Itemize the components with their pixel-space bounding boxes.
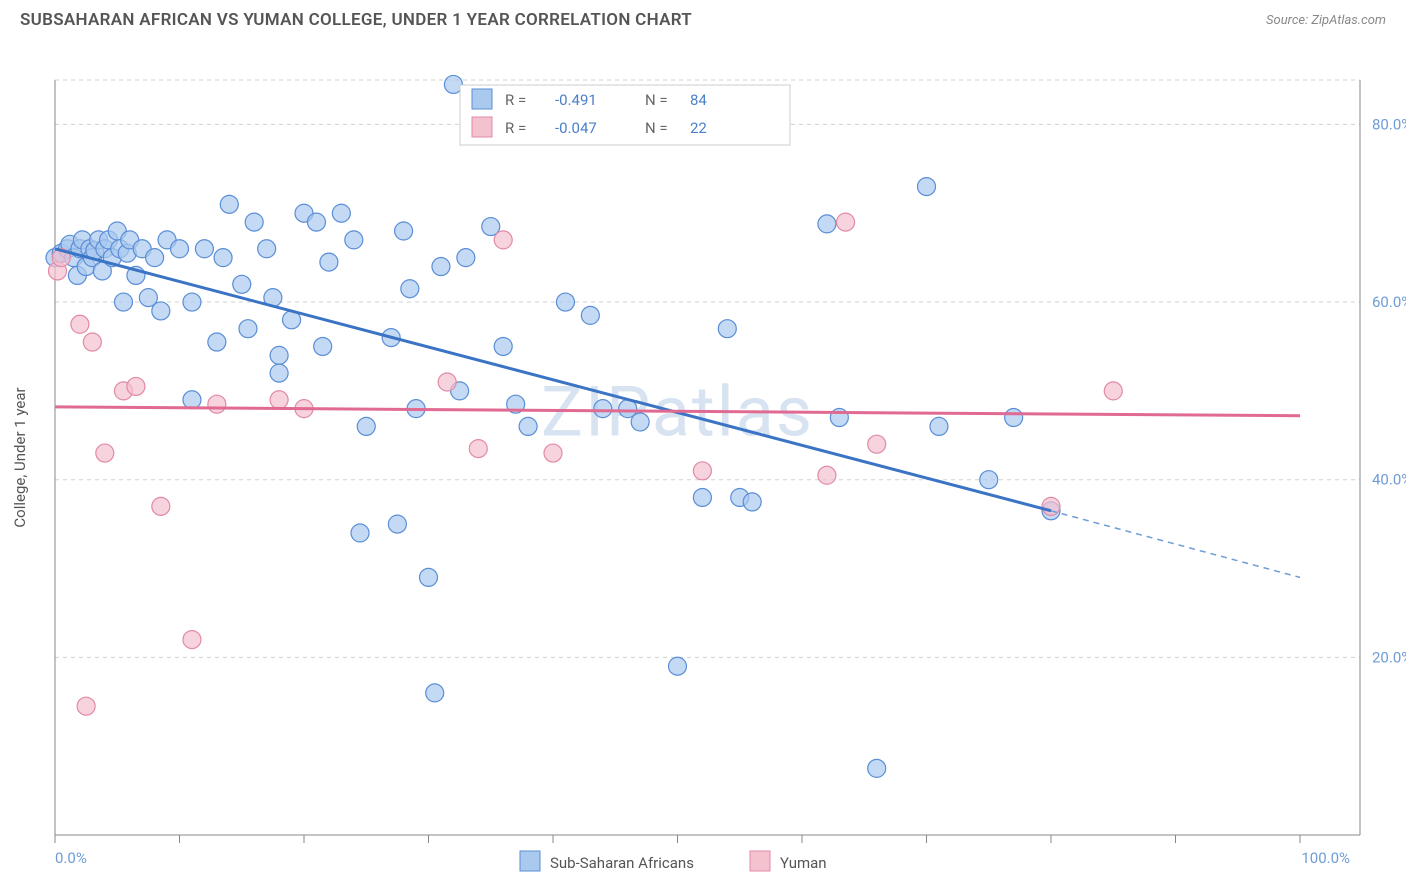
data-point [544, 444, 562, 462]
data-point [494, 231, 512, 249]
data-point [270, 346, 288, 364]
legend-series-label: Yuman [780, 854, 827, 872]
data-point [432, 258, 450, 276]
data-point [837, 213, 855, 231]
data-point [1042, 497, 1060, 515]
legend-swatch [750, 851, 770, 871]
data-point [718, 320, 736, 338]
data-point [631, 413, 649, 431]
chart-area: ZIPatlas0.0%100.0%20.0%40.0%60.0%80.0%Co… [0, 35, 1406, 885]
data-point [127, 377, 145, 395]
legend-r-value: -0.491 [555, 91, 597, 109]
data-point [183, 391, 201, 409]
data-point [594, 400, 612, 418]
data-point [320, 253, 338, 271]
data-point [401, 280, 419, 298]
legend-n-value: 22 [690, 119, 707, 137]
data-point [868, 759, 886, 777]
data-point [220, 195, 238, 213]
data-point [208, 395, 226, 413]
data-point [469, 440, 487, 458]
regression-line [55, 249, 1051, 511]
data-point [818, 215, 836, 233]
data-point [818, 466, 836, 484]
x-tick-label: 100.0% [1301, 849, 1350, 867]
data-point [208, 333, 226, 351]
data-point [743, 493, 761, 511]
data-point [980, 471, 998, 489]
data-point [930, 417, 948, 435]
data-point [420, 568, 438, 586]
data-point [239, 320, 257, 338]
data-point [1005, 409, 1023, 427]
data-point [556, 293, 574, 311]
data-point [183, 631, 201, 649]
legend-swatch [472, 117, 492, 137]
data-point [693, 462, 711, 480]
legend-r-label: R = [505, 119, 526, 137]
chart-header: SUBSAHARAN AFRICAN VS YUMAN COLLEGE, UND… [0, 0, 1406, 35]
data-point [918, 178, 936, 196]
data-point [494, 337, 512, 355]
data-point [693, 488, 711, 506]
y-axis-label: College, Under 1 year [11, 387, 29, 527]
data-point [270, 391, 288, 409]
data-point [171, 240, 189, 258]
data-point [77, 697, 95, 715]
data-point [152, 497, 170, 515]
y-tick-label: 40.0% [1372, 471, 1406, 489]
data-point [96, 444, 114, 462]
y-tick-label: 80.0% [1372, 115, 1406, 133]
data-point [245, 213, 263, 231]
data-point [581, 306, 599, 324]
data-point [270, 364, 288, 382]
data-point [314, 337, 332, 355]
data-point [71, 315, 89, 333]
legend-r-label: R = [505, 91, 526, 109]
data-point [438, 373, 456, 391]
data-point [388, 515, 406, 533]
data-point [395, 222, 413, 240]
data-point [357, 417, 375, 435]
legend-swatch [520, 851, 540, 871]
data-point [426, 684, 444, 702]
data-point [114, 293, 132, 311]
data-point [1104, 382, 1122, 400]
legend-n-label: N = [645, 119, 668, 137]
data-point [152, 302, 170, 320]
data-point [519, 417, 537, 435]
data-point [345, 231, 363, 249]
data-point [332, 204, 350, 222]
data-point [214, 249, 232, 267]
legend-r-value: -0.047 [555, 119, 597, 137]
legend-n-label: N = [645, 91, 668, 109]
data-point [146, 249, 164, 267]
y-tick-label: 60.0% [1372, 293, 1406, 311]
data-point [233, 275, 251, 293]
data-point [457, 249, 475, 267]
data-point [868, 435, 886, 453]
chart-title: SUBSAHARAN AFRICAN VS YUMAN COLLEGE, UND… [20, 10, 692, 30]
legend-n-value: 84 [690, 91, 707, 109]
data-point [307, 213, 325, 231]
y-tick-label: 20.0% [1372, 648, 1406, 666]
scatter-chart: ZIPatlas0.0%100.0%20.0%40.0%60.0%80.0%Co… [0, 35, 1406, 885]
regression-line-ext [1051, 511, 1300, 578]
chart-source: Source: ZipAtlas.com [1266, 13, 1386, 28]
x-tick-label: 0.0% [55, 849, 87, 867]
data-point [183, 293, 201, 311]
legend-series-label: Sub-Saharan Africans [550, 854, 694, 872]
data-point [351, 524, 369, 542]
data-point [258, 240, 276, 258]
legend-swatch [472, 89, 492, 109]
data-point [669, 657, 687, 675]
data-point [195, 240, 213, 258]
data-point [83, 333, 101, 351]
